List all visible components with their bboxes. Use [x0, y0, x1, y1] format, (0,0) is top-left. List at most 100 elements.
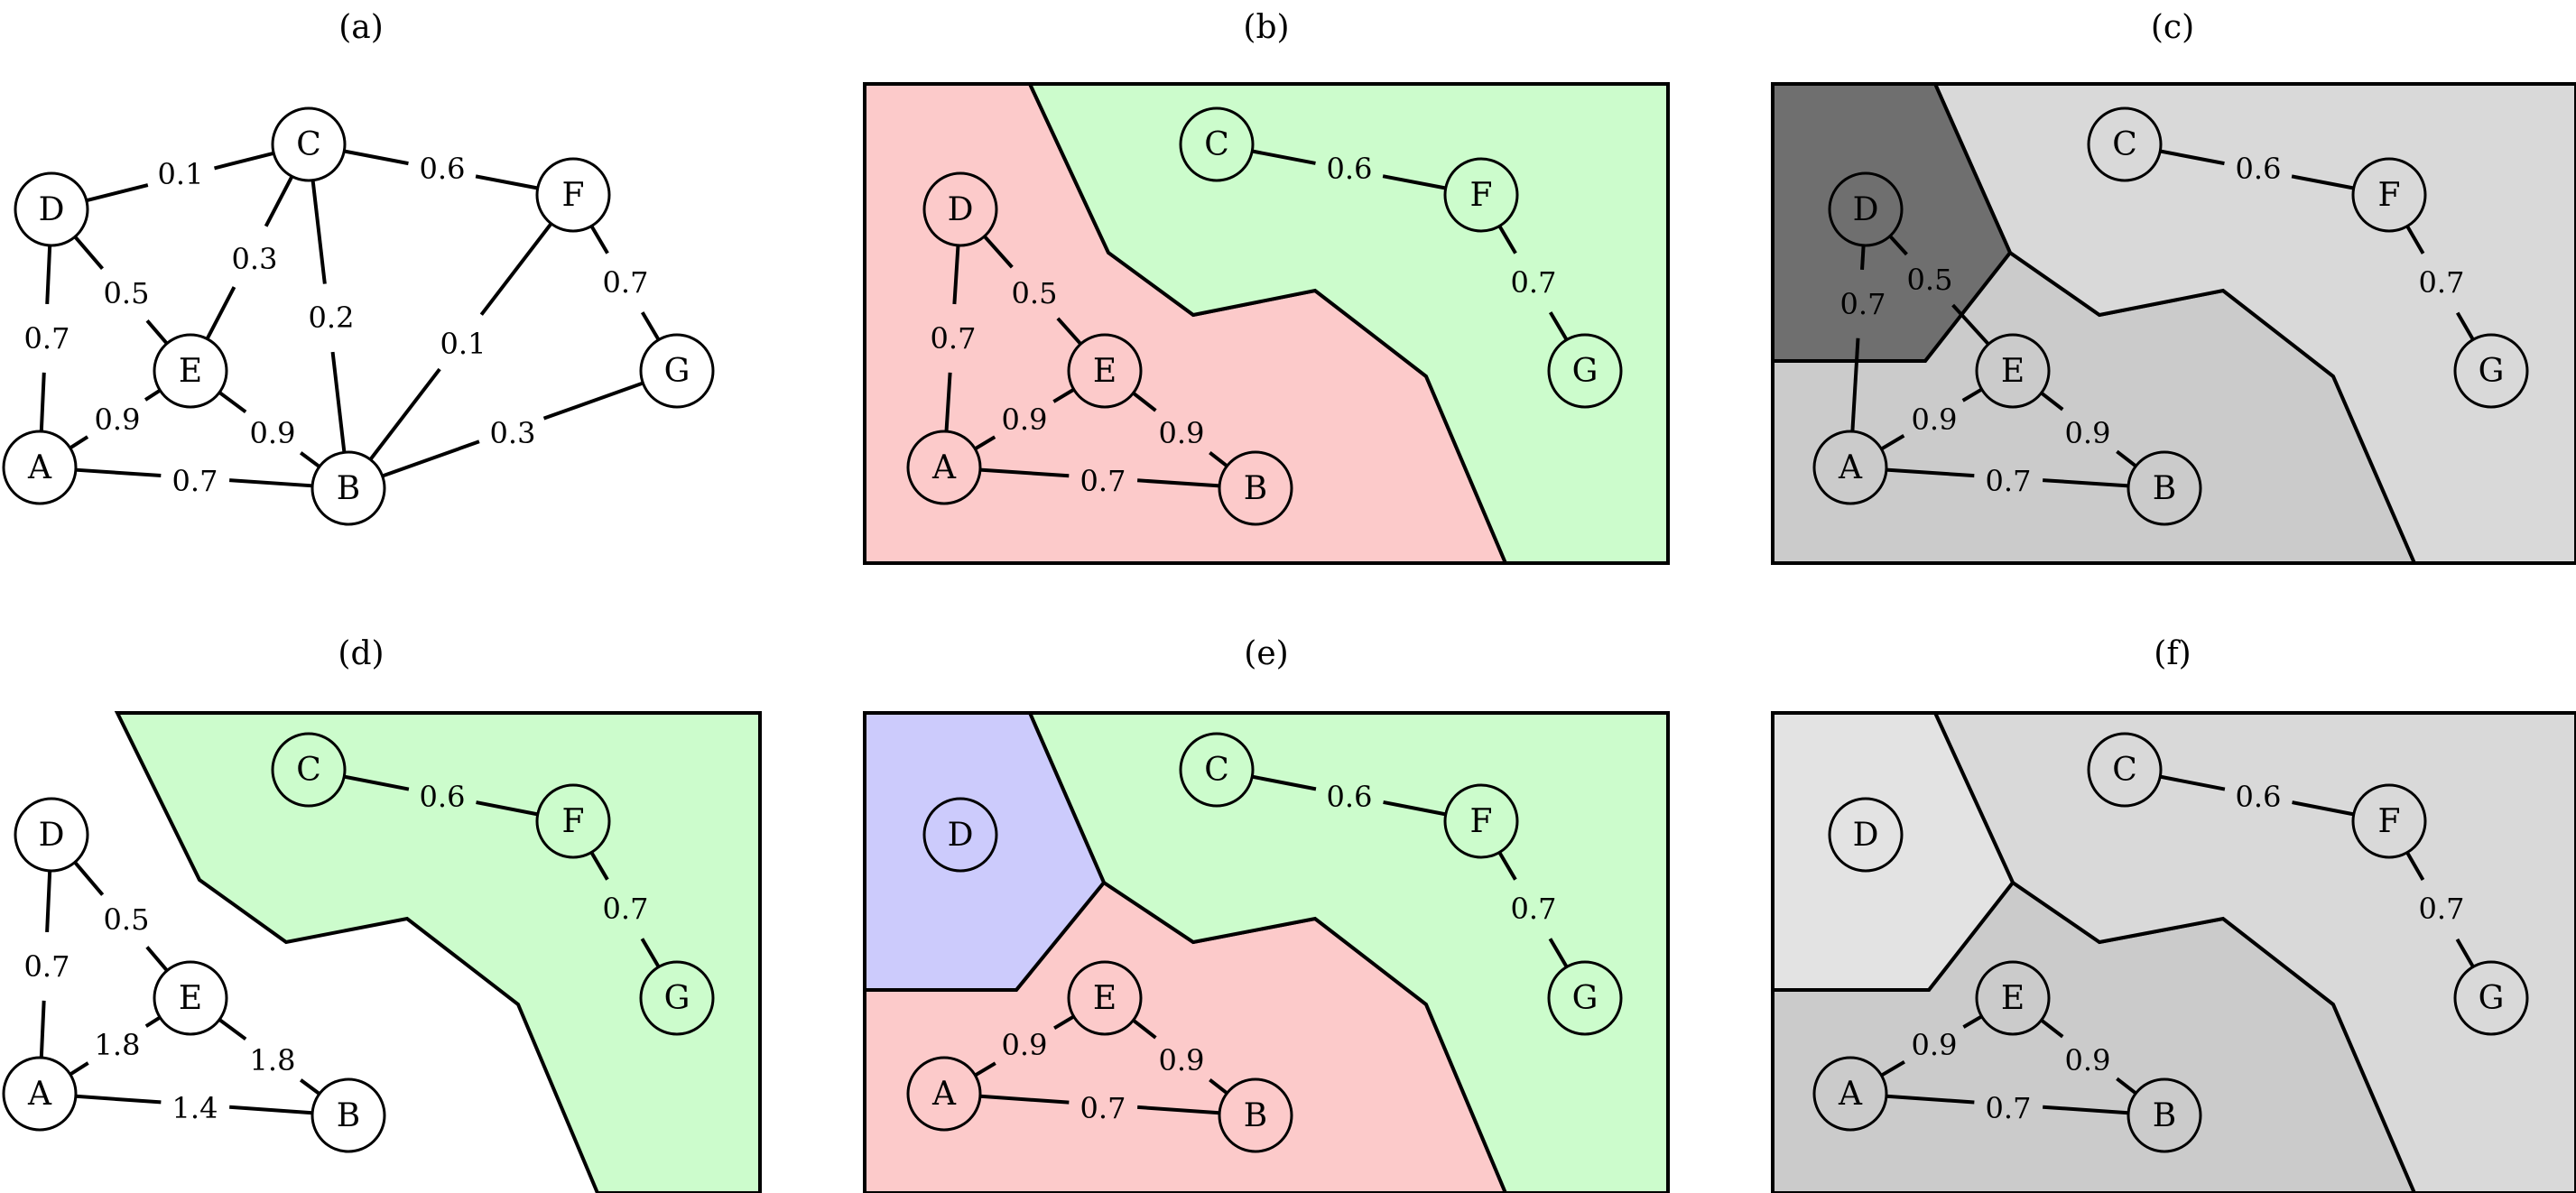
- edge-D-A: [952, 245, 960, 305]
- edge-weight-label: 0.9: [2065, 1043, 2111, 1077]
- node-G: [2453, 960, 2529, 1036]
- edge-weight-label: 0.9: [1002, 1028, 1048, 1062]
- node-label: G: [664, 980, 690, 1017]
- edge-weight-label: 0.6: [420, 780, 466, 814]
- edge-E-A: [1961, 387, 1983, 402]
- edge-weight-label: 0.7: [172, 464, 218, 498]
- edge-weight-label: 0.7: [24, 949, 70, 984]
- node-D: [1828, 797, 1904, 873]
- edge-C-F: [2159, 149, 2225, 166]
- panel-b: (b) 0.6 0.7 0.5 0.7 0.9 0.9 0.7 A B C D E F G: [863, 9, 1670, 565]
- edge-F-B: [479, 222, 553, 316]
- edge-B-G: [381, 439, 480, 478]
- node-label: G: [1572, 353, 1598, 390]
- edge-A-B: [75, 1094, 162, 1105]
- edge-weight-label: 0.5: [1012, 276, 1058, 310]
- node-A: [2, 1056, 78, 1132]
- panel-frame: [863, 82, 1670, 565]
- edge-weight-label: 0.6: [1327, 152, 1373, 186]
- edge-weight-label: 0.9: [1912, 1028, 1958, 1062]
- edge-A-B: [75, 467, 162, 478]
- edge-weight-label: 0.3: [490, 416, 536, 450]
- panel-title: (e): [1244, 635, 1288, 672]
- node-label: D: [1853, 191, 1879, 228]
- edge-E-B: [2116, 1077, 2137, 1096]
- node-label: A: [931, 449, 957, 486]
- edge-F-B: [368, 367, 441, 461]
- node-label: B: [337, 470, 360, 507]
- edge-D-A: [45, 870, 52, 933]
- edge-F-G: [2405, 225, 2425, 254]
- node-label: E: [1093, 353, 1117, 390]
- node-label: A: [931, 1076, 957, 1113]
- node-label: E: [1093, 980, 1117, 1017]
- edge-E-A: [974, 1061, 996, 1077]
- edge-A-B: [979, 1094, 1070, 1105]
- edge-F-G: [640, 311, 661, 341]
- edge-weight-label: 1.8: [95, 1028, 141, 1062]
- edge-weight-label: 0.7: [1511, 892, 1557, 926]
- edge-E-A: [69, 1061, 89, 1077]
- node-B: [2127, 450, 2202, 526]
- node-F: [535, 157, 611, 233]
- node-E: [1067, 333, 1143, 409]
- panel-title: (d): [338, 635, 384, 672]
- edge-weight-label: 0.6: [2236, 780, 2282, 814]
- edge-D-C: [214, 151, 274, 171]
- node-label: C: [1204, 752, 1229, 789]
- edge-D-E: [145, 946, 169, 972]
- edge-weight-label: 0.7: [1986, 464, 2032, 498]
- edge-weight-label: 0.5: [1907, 263, 1953, 297]
- node-label: C: [2112, 752, 2137, 789]
- panel-title: (f): [2154, 635, 2191, 672]
- edge-weight-label: 0.9: [1159, 416, 1205, 450]
- node-label: F: [1470, 177, 1493, 214]
- edge-E-B: [2040, 391, 2064, 412]
- node-label: B: [1244, 470, 1267, 507]
- edge-E-B: [2040, 1018, 2064, 1039]
- panel-title: (b): [1243, 9, 1289, 46]
- edge-E-B: [1132, 1018, 1157, 1040]
- edge-A-B: [979, 467, 1070, 478]
- node-D: [922, 171, 998, 247]
- edge-weight-label: 0.5: [104, 902, 150, 937]
- edge-weight-label: 0.9: [2065, 416, 2111, 450]
- node-label: F: [2378, 803, 2401, 840]
- edge-D-E: [1951, 303, 1990, 346]
- edge-C-F: [1383, 800, 1447, 817]
- edge-C-F: [2291, 174, 2355, 190]
- edge-C-F: [1251, 149, 1316, 165]
- edge-weight-label: 0.9: [95, 402, 141, 437]
- node-label: D: [1853, 817, 1879, 854]
- edge-F-G: [589, 851, 609, 881]
- node-label: B: [1244, 1097, 1267, 1134]
- edge-E-B: [299, 451, 321, 468]
- edge-E-B: [1209, 451, 1228, 468]
- edge-E-A: [974, 435, 996, 451]
- edge-weight-label: 0.7: [1080, 1091, 1126, 1125]
- edge-D-E: [983, 235, 1014, 269]
- edge-D-A: [39, 1000, 46, 1059]
- edge-weight-label: 0.7: [2419, 892, 2465, 926]
- node-label: E: [2001, 980, 2025, 1017]
- edge-weight-label: 0.7: [603, 265, 649, 300]
- edge-weight-label: 0.6: [1327, 780, 1373, 814]
- node-C: [271, 106, 347, 182]
- edge-D-E: [145, 319, 169, 345]
- node-D: [14, 171, 89, 247]
- panel-e: (e) 0.6 0.7 0.9 0.9 0.7 A B C D E F G: [863, 635, 1670, 1193]
- node-G: [1547, 960, 1623, 1036]
- node-label: C: [296, 752, 321, 789]
- edge-C-F: [1382, 174, 1447, 190]
- edge-D-E: [73, 861, 105, 896]
- edge-weight-label: 0.6: [420, 152, 466, 186]
- edge-weight-label: 0.9: [1912, 402, 1958, 437]
- edge-C-B: [330, 351, 347, 453]
- node-F: [2351, 783, 2427, 859]
- node-E: [153, 960, 228, 1036]
- edge-D-A: [45, 245, 52, 305]
- edge-weight-label: 0.7: [1511, 265, 1557, 300]
- edge-A-B: [2043, 478, 2129, 488]
- edge-E-A: [69, 435, 89, 450]
- edge-E-A: [1052, 387, 1075, 403]
